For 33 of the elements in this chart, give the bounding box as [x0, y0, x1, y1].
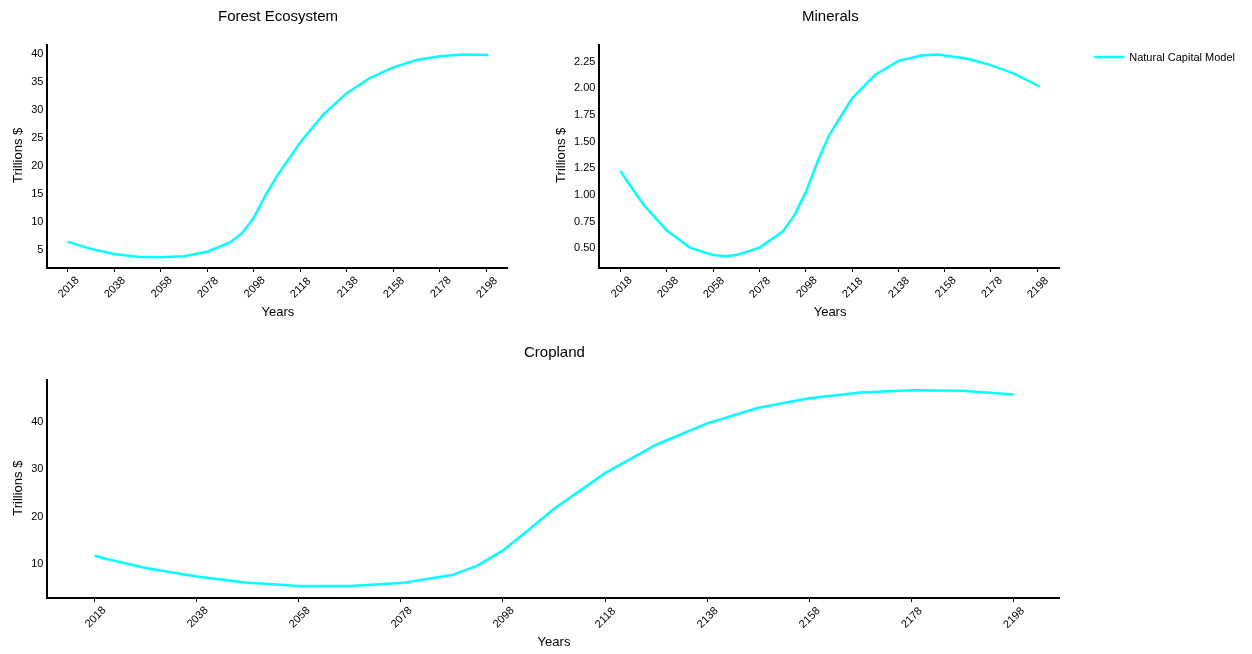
y-tick-label: 1.50 — [574, 134, 596, 147]
chart-title: Cropland — [524, 343, 585, 360]
y-tick-label: 25 — [31, 130, 44, 143]
y-tick-label: 30 — [31, 102, 44, 115]
y-tick-label: 10 — [31, 557, 44, 570]
y-tick-label: 40 — [31, 414, 44, 427]
y-axis-title: Trillions $ — [9, 459, 25, 516]
y-tick-label: 40 — [31, 46, 44, 59]
y-tick-label: 20 — [31, 158, 44, 171]
x-axis-title: Years — [537, 634, 571, 650]
line-series — [619, 53, 1041, 258]
line-series — [93, 388, 1015, 588]
y-tick-label: 1.25 — [574, 161, 596, 174]
y-tick-label: 0.75 — [574, 214, 596, 227]
chart-title: Forest Ecosystem — [218, 7, 339, 24]
y-tick-label: 5 — [37, 242, 44, 255]
x-axis-title: Years — [813, 303, 847, 319]
y-tick-label: 20 — [31, 509, 44, 522]
y-tick-label: 2.00 — [574, 81, 596, 94]
y-tick-label: 30 — [31, 462, 44, 475]
y-tick-label: 0.50 — [574, 241, 596, 254]
legend-label: Natural Capital Model — [1129, 51, 1236, 64]
y-tick-label: 10 — [31, 214, 44, 227]
y-tick-label: 1.75 — [574, 108, 596, 121]
x-axis-title: Years — [261, 303, 295, 319]
y-tick-label: 2.25 — [574, 54, 596, 67]
y-axis-title: Trillions $ — [9, 126, 25, 183]
chart-title: Minerals — [802, 7, 859, 24]
y-tick-label: 1.00 — [574, 188, 596, 201]
y-tick-label: 35 — [31, 74, 44, 87]
line-series — [66, 53, 490, 259]
y-axis-title: Trillions $ — [552, 126, 568, 183]
y-tick-label: 15 — [31, 186, 44, 199]
